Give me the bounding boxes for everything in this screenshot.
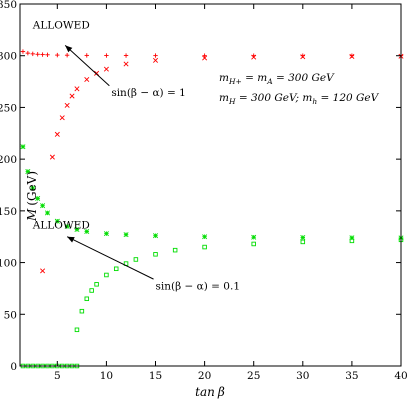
data-point [89,288,94,293]
data-point [202,244,207,250]
data-point [49,154,55,160]
data-point [30,51,35,57]
data-point [251,234,257,240]
y-tick-label: 50 [4,309,17,321]
data-point [300,239,306,245]
data-point [300,235,306,241]
data-point [84,76,90,83]
data-point [74,86,80,92]
data-point [84,229,90,235]
annotation-text: sin(β − α) = 0.1 [156,280,241,292]
data-point [123,61,129,67]
data-point [20,49,26,54]
x-tick-label: 20 [198,370,211,382]
data-point [64,102,70,108]
y-tick-label: 150 [0,206,17,218]
data-point [152,57,159,63]
data-point [55,52,60,58]
x-tick-label: 15 [149,370,162,382]
y-tick-label: 200 [0,154,17,166]
y-tick-label: 100 [0,258,17,270]
data-point [30,185,36,191]
data-point [251,54,257,60]
data-point [35,195,41,201]
data-point [69,93,75,99]
data-point [202,53,207,58]
data-point [349,53,355,59]
data-point [54,218,60,224]
ticks: 5 10 15 20 25 30 35 40 0 50 100 150 200 250 300 350 [0,0,408,382]
data-point [59,115,65,121]
data-point [349,53,355,58]
data-point [25,50,31,56]
annotations: ALLOWED sin(β − α) = 1 ALLOWED sin(β − α) =… [32,20,240,293]
data-point [44,210,51,216]
data-point [84,296,90,302]
annotation-text: ALLOWED [32,219,90,231]
data-point [64,223,70,229]
annotation-arrow [64,45,110,87]
data-point [123,232,129,238]
data-point [104,53,109,58]
data-point [94,282,99,287]
data-point [133,257,139,262]
x-tick-label: 25 [247,370,260,382]
data-point [74,327,80,333]
y-tick-label: 300 [0,51,17,63]
data-point [300,54,306,60]
mass-label-charged-higgs: mH+ = mA = 300 GeV [219,72,335,86]
y-tick-label: 350 [0,0,17,11]
annotation-text: sin(β − α) = 1 [111,87,186,99]
data-point [79,308,85,314]
data-point [84,53,89,58]
data-point [113,266,119,272]
data-point [25,169,31,175]
data-point [54,131,60,137]
x-tick-label: 10 [100,370,113,382]
data-point [123,53,129,58]
data-point [103,66,109,72]
y-axis-label: M(GeV) [25,171,39,222]
data-point [74,226,80,232]
data-point [152,233,159,239]
data-point [104,272,109,278]
data-point [40,52,45,57]
plot-frame [19,3,402,367]
annotation-arrow [66,236,154,280]
data-point [64,52,70,58]
data-point [202,234,208,240]
data-point [202,55,208,61]
x-tick-label: 35 [345,370,358,382]
data-point [40,268,46,274]
annotation-text: ALLOWED [32,20,90,32]
data-point [40,203,46,209]
data-point [103,231,109,237]
data-point [349,238,355,244]
data-point [20,144,26,150]
x-tick-label: 5 [54,370,61,382]
x-tick-label: 30 [296,370,309,382]
data-point [153,53,158,58]
y-tick-label: 250 [0,102,17,114]
y-tick-label: 0 [10,361,17,373]
x-tick-label: 40 [394,370,407,382]
data-point [172,247,178,253]
data-point [251,241,256,247]
data-point [35,52,40,57]
x-axis-label: tan β [195,385,225,399]
mass-label-neutral-higgs: mH = 300 GeV; mh = 120 GeV [219,92,380,106]
data-point [153,252,158,257]
data-point [45,52,50,57]
